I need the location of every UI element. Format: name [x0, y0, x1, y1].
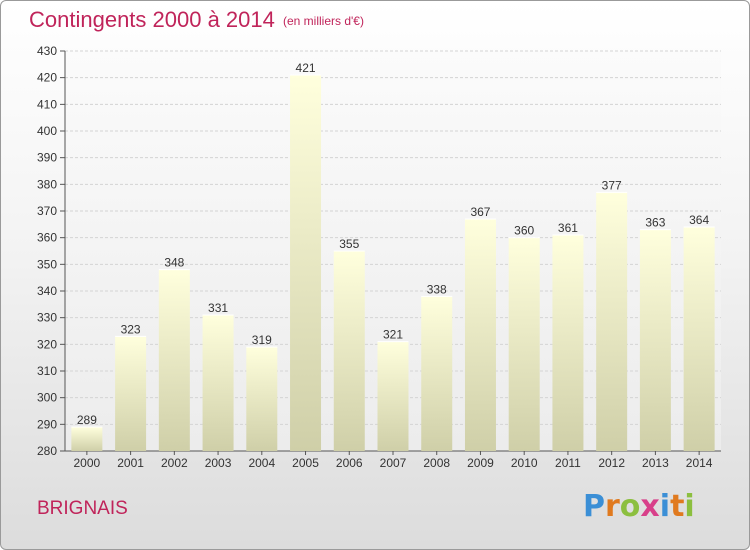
value-label-2007: 321 [383, 328, 403, 342]
x-tick-label-2010: 2010 [511, 456, 538, 470]
x-tick-label-2002: 2002 [161, 456, 188, 470]
y-tick-label: 290 [37, 417, 57, 431]
value-label-2012: 377 [602, 178, 622, 192]
plot-area: 280 290 300 310 320 330 340 350 360 370 380 390 400 4… [37, 44, 721, 470]
y-tick-label: 430 [37, 44, 57, 58]
bar-2002 [158, 269, 190, 451]
y-tick-label: 370 [37, 204, 57, 218]
bar-2011 [552, 235, 584, 451]
value-label-2009: 367 [470, 205, 490, 219]
value-label-2002: 348 [164, 256, 184, 270]
bar-2012 [596, 192, 628, 452]
y-tick-label: 360 [37, 231, 57, 245]
value-label-2014: 364 [689, 213, 709, 227]
bar-2001 [115, 336, 147, 451]
value-label-2008: 338 [427, 282, 447, 296]
logo-letter: P [583, 489, 605, 524]
x-tick-label-2006: 2006 [336, 456, 363, 470]
logo-letter: x [640, 489, 659, 524]
x-tick-label-2007: 2007 [380, 456, 407, 470]
x-tick-label-2001: 2001 [117, 456, 144, 470]
y-tick-label: 330 [37, 311, 57, 325]
x-tick-label-2004: 2004 [248, 456, 275, 470]
value-label-2011: 361 [558, 221, 578, 235]
bar-2013 [639, 229, 671, 451]
value-label-2003: 331 [208, 301, 228, 315]
y-tick-label: 340 [37, 284, 57, 298]
x-tick-label-2005: 2005 [292, 456, 319, 470]
y-tick-label: 400 [37, 124, 57, 138]
value-label-2013: 363 [645, 216, 665, 230]
value-label-2005: 421 [296, 61, 316, 75]
chart-subtitle: (en milliers d'€) [283, 14, 364, 28]
bar-2014 [683, 227, 715, 451]
logo-letter: t [670, 489, 684, 524]
x-tick-label-2000: 2000 [74, 456, 101, 470]
chart-title: Contingents 2000 à 2014 [29, 7, 275, 32]
y-tick-label: 380 [37, 177, 57, 191]
bar-2005 [290, 75, 322, 451]
x-tick-label-2012: 2012 [598, 456, 625, 470]
y-tick-label: 310 [37, 364, 57, 378]
value-label-2000: 289 [77, 413, 97, 427]
logo-letter: o [620, 489, 641, 524]
y-tick-label: 320 [37, 337, 57, 351]
value-label-2004: 319 [252, 333, 272, 347]
place-name: BRIGNAIS [37, 498, 128, 519]
bar-2000 [71, 427, 103, 451]
y-tick-label: 390 [37, 151, 57, 165]
y-tick-label: 410 [37, 97, 57, 111]
bar-2004 [246, 347, 278, 451]
y-tick-label: 350 [37, 257, 57, 271]
bar-2008 [421, 296, 453, 451]
logo-letter: r [605, 489, 620, 524]
x-tick-label-2011: 2011 [555, 456, 581, 470]
x-tick-label-2009: 2009 [467, 456, 494, 470]
x-tick-label-2008: 2008 [423, 456, 450, 470]
bar-2006 [333, 251, 365, 451]
bar-2003 [202, 315, 234, 451]
x-tick-label-2013: 2013 [642, 456, 669, 470]
bar-2010 [508, 237, 540, 451]
x-tick-label-2003: 2003 [205, 456, 232, 470]
value-label-2001: 323 [121, 322, 141, 336]
y-tick-label: 420 [37, 71, 57, 85]
proxiti-logo: Proxiti [583, 489, 695, 524]
bar-2007 [377, 341, 409, 451]
value-label-2010: 360 [514, 224, 534, 238]
bar-2009 [464, 219, 496, 451]
logo-letter: i [684, 489, 694, 524]
y-tick-label: 280 [37, 444, 57, 458]
logo-letter: i [660, 489, 670, 524]
value-label-2006: 355 [339, 237, 359, 251]
y-tick-label: 300 [37, 391, 57, 405]
x-tick-label-2014: 2014 [686, 456, 713, 470]
